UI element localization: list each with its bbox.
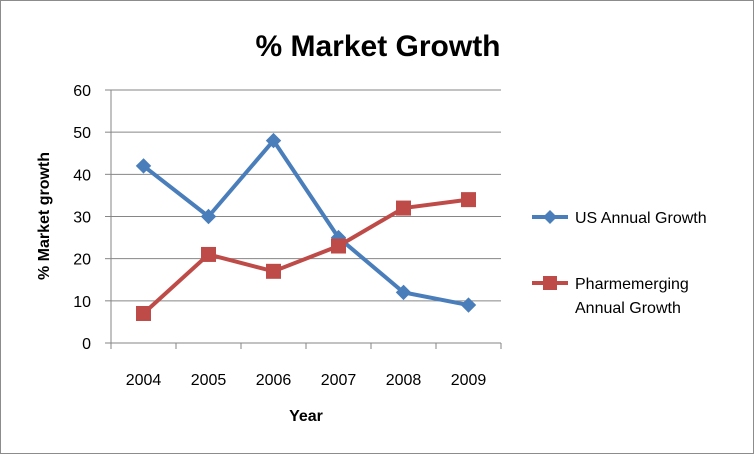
data-point-square[interactable] [201,246,216,262]
x-tick-label: 2007 [321,372,357,389]
y-tick-label: 60 [73,83,91,100]
data-point-diamond[interactable] [135,158,152,174]
series-2 [136,192,476,321]
x-tick-label: 2008 [386,372,422,389]
series-line [141,197,471,316]
axis-ticks: 0 10 20 30 40 50 60 2004 2005 2006 2007 2008 2009 [73,83,502,389]
y-tick-label: 20 [73,252,91,269]
data-point-diamond[interactable] [460,297,477,313]
x-axis-title: Year [289,408,323,425]
x-tick-label: 2005 [191,372,227,389]
gridlines [111,89,501,302]
chart-title: % Market Growth [255,30,500,63]
data-point-diamond[interactable] [265,132,282,149]
data-point-square[interactable] [396,200,411,216]
legend-label: Annual Growth [575,300,681,317]
data-point-square[interactable] [136,305,151,321]
y-tick-label: 0 [82,336,91,353]
y-tick-label: 50 [73,125,91,142]
series-layer [135,132,477,321]
y-axis-title: % Market growth [36,152,53,280]
y-tick-label: 30 [73,210,91,227]
legend-marker-diamond [543,210,557,224]
data-point-diamond[interactable] [200,208,217,225]
data-point-diamond[interactable] [395,284,412,301]
x-tick-label: 2006 [256,372,292,389]
data-point-square[interactable] [331,238,346,254]
legend-marker-square [543,276,557,290]
x-tick-label: 2004 [126,372,162,389]
series-line [141,138,471,308]
legend: US Annual Growth Pharmemerging Annual Grow… [532,210,707,317]
legend-label: Pharmemerging [575,276,689,293]
legend-item-2[interactable]: Pharmemerging Annual Growth [532,276,689,317]
legend-item-1[interactable]: US Annual Growth [532,210,707,227]
y-tick-label: 10 [73,294,91,311]
legend-label: US Annual Growth [575,210,707,227]
x-tick-label: 2009 [451,372,487,389]
y-tick-label: 40 [73,167,91,184]
data-point-square[interactable] [461,192,476,208]
series-1 [135,132,477,313]
data-point-square[interactable] [266,263,281,279]
